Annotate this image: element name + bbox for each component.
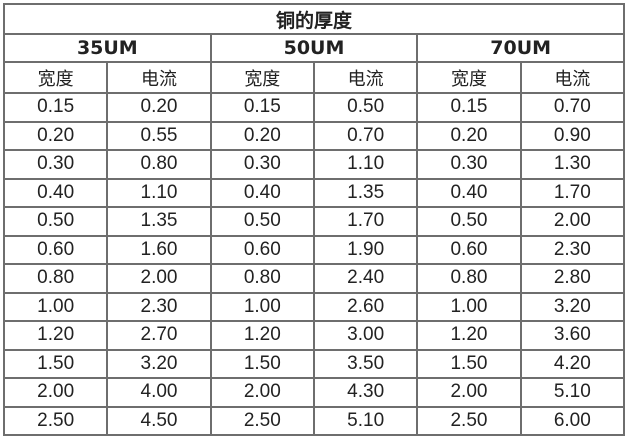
table-row: 0.15 0.20 0.15 0.50 0.15 0.70 [2,92,626,123]
width-cell: 0.40 [2,177,109,208]
table-row: 1.50 3.20 1.50 3.50 1.50 4.20 [2,348,626,379]
current-cell: 4.20 [519,348,626,379]
table-row: 2.50 4.50 2.50 5.10 2.50 6.00 [2,405,626,436]
width-cell: 0.80 [416,263,522,294]
current-cell: 3.50 [312,348,419,379]
thickness-header-row: 35UM 50UM 70UM [3,33,625,63]
current-cell: 3.20 [106,348,212,379]
thickness-70um: 70UM [416,33,625,63]
width-header: 宽度 [209,61,315,94]
table-row: 1.00 2.30 1.00 2.60 1.00 3.20 [2,291,626,322]
width-cell: 1.50 [2,348,109,379]
width-cell: 0.20 [2,120,109,151]
width-cell: 0.15 [2,92,109,123]
current-cell: 2.70 [106,320,212,351]
width-cell: 0.50 [209,206,315,237]
width-cell: 1.50 [416,348,522,379]
width-cell: 0.30 [416,149,522,180]
table-row: 0.80 2.00 0.80 2.40 0.80 2.80 [2,263,626,294]
width-cell: 2.50 [209,405,315,436]
current-cell: 2.30 [519,234,626,265]
width-cell: 1.20 [416,320,522,351]
current-header: 电流 [312,61,419,94]
current-cell: 0.50 [312,92,419,123]
width-cell: 0.40 [416,177,522,208]
table-row: 0.50 1.35 0.50 1.70 0.50 2.00 [2,206,626,237]
thickness-50um: 50UM [209,33,419,63]
width-cell: 2.00 [416,377,522,408]
table-row: 1.20 2.70 1.20 3.00 1.20 3.60 [2,320,626,351]
width-cell: 0.30 [2,149,109,180]
current-cell: 1.30 [519,149,626,180]
current-cell: 2.30 [106,291,212,322]
current-cell: 1.90 [312,234,419,265]
width-cell: 0.40 [209,177,315,208]
current-cell: 4.50 [106,405,212,436]
current-cell: 0.70 [312,120,419,151]
table-row: 0.30 0.80 0.30 1.10 0.30 1.30 [2,149,626,180]
current-cell: 0.70 [519,92,626,123]
current-cell: 1.70 [519,177,626,208]
width-cell: 2.50 [416,405,522,436]
current-cell: 1.70 [312,206,419,237]
title-row: 铜的厚度 [3,3,625,35]
width-cell: 0.30 [209,149,315,180]
width-cell: 0.60 [2,234,109,265]
width-cell: 1.00 [209,291,315,322]
width-cell: 0.80 [209,263,315,294]
current-cell: 4.00 [106,377,212,408]
width-cell: 0.20 [416,120,522,151]
width-cell: 0.50 [2,206,109,237]
current-header: 电流 [106,61,212,94]
width-cell: 0.20 [209,120,315,151]
table-title: 铜的厚度 [3,3,625,35]
current-cell: 1.60 [106,234,212,265]
width-cell: 0.15 [416,92,522,123]
width-cell: 1.00 [416,291,522,322]
width-header: 宽度 [416,61,522,94]
current-cell: 2.00 [519,206,626,237]
width-cell: 1.50 [209,348,315,379]
current-cell: 3.00 [312,320,419,351]
width-cell: 2.50 [2,405,109,436]
width-cell: 0.60 [416,234,522,265]
current-cell: 2.60 [312,291,419,322]
current-cell: 1.35 [312,177,419,208]
current-cell: 2.80 [519,263,626,294]
current-cell: 0.90 [519,120,626,151]
table-row: 0.60 1.60 0.60 1.90 0.60 2.30 [2,234,626,265]
width-cell: 1.00 [2,291,109,322]
current-cell: 2.00 [106,263,212,294]
width-cell: 1.20 [209,320,315,351]
current-header: 电流 [519,61,626,94]
table-row: 0.20 0.55 0.20 0.70 0.20 0.90 [2,120,626,151]
current-cell: 4.30 [312,377,419,408]
current-cell: 5.10 [312,405,419,436]
current-cell: 1.35 [106,206,212,237]
width-cell: 2.00 [2,377,109,408]
width-cell: 0.15 [209,92,315,123]
table-row: 0.40 1.10 0.40 1.35 0.40 1.70 [2,177,626,208]
subheader-row: 宽度 电流 宽度 电流 宽度 电流 [2,61,626,94]
width-header: 宽度 [2,61,109,94]
current-cell: 3.20 [519,291,626,322]
width-cell: 0.50 [416,206,522,237]
width-cell: 1.20 [2,320,109,351]
width-cell: 0.60 [209,234,315,265]
current-cell: 6.00 [519,405,626,436]
current-cell: 1.10 [106,177,212,208]
width-cell: 2.00 [209,377,315,408]
current-cell: 0.55 [106,120,212,151]
current-cell: 5.10 [519,377,626,408]
thickness-35um: 35UM [3,33,212,63]
current-cell: 0.80 [106,149,212,180]
current-cell: 1.10 [312,149,419,180]
current-cell: 2.40 [312,263,419,294]
current-cell: 0.20 [106,92,212,123]
table-row: 2.00 4.00 2.00 4.30 2.00 5.10 [2,377,626,408]
current-cell: 3.60 [519,320,626,351]
copper-current-table: 铜的厚度 35UM 50UM 70UM 宽度 电流 宽度 电流 宽度 电流 0.… [2,3,626,436]
width-cell: 0.80 [2,263,109,294]
